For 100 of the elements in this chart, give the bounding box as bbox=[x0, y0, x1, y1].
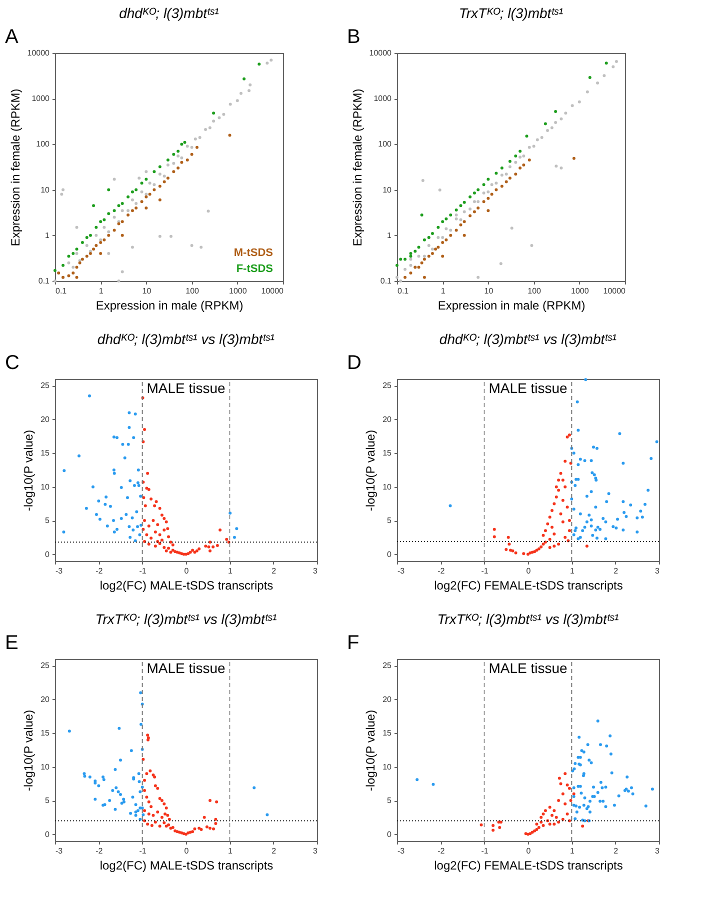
x-tick-label: 0.1 bbox=[56, 286, 68, 296]
x-tick-label: 2 bbox=[614, 566, 619, 576]
y-tick-label: 20 bbox=[382, 414, 392, 424]
text: D bbox=[347, 352, 362, 374]
text: F bbox=[347, 632, 360, 654]
text: M-tSDS bbox=[234, 247, 273, 259]
x-tick-label: 0 bbox=[526, 846, 532, 856]
x-axis-title: log2(FC) MALE-tSDS transcripts bbox=[100, 578, 274, 592]
y-tick-label: 10 bbox=[382, 482, 392, 492]
y-tick-label: 15 bbox=[40, 728, 50, 738]
x-tick-label: 3 bbox=[313, 566, 318, 576]
x-tick-label: 0 bbox=[184, 846, 190, 856]
x-tick-label: 10000 bbox=[261, 286, 284, 296]
y-tick-label: 5 bbox=[45, 796, 50, 806]
x-tick-label: 2 bbox=[272, 566, 277, 576]
x-axis-title: log2(FC) FEMALE-tSDS transcripts bbox=[434, 858, 623, 872]
x-tick-label: -2 bbox=[438, 846, 446, 856]
y-tick-label: 25 bbox=[40, 661, 50, 670]
y-tick-label: 20 bbox=[40, 414, 50, 424]
y-tick-label: 10 bbox=[382, 185, 392, 194]
chart-title: dhdᴷᴼ; l(3)mbtᵗˢ¹ bbox=[119, 5, 220, 21]
y-axis-title: -log10(P value) bbox=[22, 430, 36, 512]
y-tick-label: 15 bbox=[40, 448, 50, 458]
y-tick-label: 0.1 bbox=[380, 276, 392, 286]
y-tick-label: 20 bbox=[382, 694, 392, 704]
x-tick-label: 0 bbox=[526, 566, 532, 576]
y-tick-label: 0.1 bbox=[38, 276, 50, 286]
x-tick-label: -2 bbox=[96, 566, 104, 576]
y-tick-label: 15 bbox=[382, 448, 392, 458]
y-tick-label: 5 bbox=[387, 516, 392, 526]
y-axis-title: -log10(P value) bbox=[364, 430, 378, 512]
y-tick-label: 10 bbox=[40, 482, 50, 492]
x-tick-label: -2 bbox=[438, 566, 446, 576]
x-tick-label: 10000 bbox=[603, 286, 626, 296]
x-tick-label: -2 bbox=[96, 846, 104, 856]
x-tick-label: 1 bbox=[228, 566, 233, 576]
x-tick-label: -1 bbox=[139, 846, 147, 856]
x-tick-label: 0 bbox=[184, 566, 190, 576]
x-axis-title: Expression in male (RPKM) bbox=[438, 298, 586, 312]
x-tick-label: 1000 bbox=[571, 286, 590, 296]
x-tick-label: -3 bbox=[56, 846, 64, 856]
x-tick-label: 100 bbox=[528, 286, 542, 296]
x-tick-label: 0.1 bbox=[398, 286, 410, 296]
x-tick-label: 3 bbox=[655, 566, 660, 576]
x-tick-label: 1 bbox=[98, 286, 104, 296]
y-tick-label: 1 bbox=[45, 230, 50, 240]
x-tick-label: -1 bbox=[481, 566, 489, 576]
y-axis-title: -log10(P value) bbox=[364, 710, 378, 792]
y-axis-title: -log10(P value) bbox=[22, 710, 36, 792]
y-tick-label: 15 bbox=[382, 728, 392, 738]
text: B bbox=[347, 26, 360, 48]
annotation: MALE tissue bbox=[488, 660, 568, 676]
chart-title: TrxTᴷᴼ; l(3)mbtᵗˢ¹ vs l(3)mbtᵗˢ¹ bbox=[437, 611, 620, 627]
x-axis-title: log2(FC) FEMALE-tSDS transcripts bbox=[434, 578, 623, 592]
text: F-tSDS bbox=[236, 263, 273, 275]
x-axis-title: Expression in male (RPKM) bbox=[96, 298, 244, 312]
text: C bbox=[5, 352, 20, 374]
y-axis-title: Expression in female (RPKM) bbox=[350, 88, 364, 246]
x-tick-label: -3 bbox=[398, 566, 406, 576]
x-tick-label: 2 bbox=[614, 846, 619, 856]
x-tick-label: -3 bbox=[56, 566, 64, 576]
y-tick-label: 1000 bbox=[374, 94, 392, 104]
y-tick-label: 1 bbox=[387, 230, 392, 240]
x-tick-label: 1 bbox=[440, 286, 446, 296]
y-tick-label: 0 bbox=[45, 830, 50, 839]
y-tick-label: 10 bbox=[40, 185, 50, 194]
y-axis-title: Expression in female (RPKM) bbox=[8, 88, 22, 246]
y-tick-label: 25 bbox=[382, 661, 392, 670]
chart-title: TrxTᴷᴼ; l(3)mbtᵗˢ¹ vs l(3)mbtᵗˢ¹ bbox=[95, 611, 278, 627]
x-tick-label: 2 bbox=[272, 846, 277, 856]
y-tick-label: 5 bbox=[387, 796, 392, 806]
x-tick-label: 100 bbox=[186, 286, 200, 296]
x-tick-label: 10 bbox=[142, 286, 152, 296]
y-tick-label: 25 bbox=[382, 381, 392, 390]
y-tick-label: 100 bbox=[36, 140, 50, 149]
y-tick-label: 0 bbox=[387, 550, 392, 559]
y-tick-label: 1000 bbox=[32, 94, 50, 104]
y-tick-label: 10 bbox=[382, 762, 392, 772]
chart-title: dhdᴷᴼ; l(3)mbtᵗˢ¹ vs l(3)mbtᵗˢ¹ bbox=[439, 331, 617, 347]
y-tick-label: 10 bbox=[40, 762, 50, 772]
x-tick-label: 10 bbox=[484, 286, 494, 296]
y-tick-label: 0 bbox=[45, 550, 50, 559]
annotation: MALE tissue bbox=[146, 660, 226, 676]
y-tick-label: 0 bbox=[387, 830, 392, 839]
y-tick-label: 100 bbox=[378, 140, 392, 149]
y-tick-label: 10000 bbox=[27, 48, 50, 58]
chart-title: dhdᴷᴼ; l(3)mbtᵗˢ¹ vs l(3)mbtᵗˢ¹ bbox=[97, 331, 275, 347]
x-tick-label: 1000 bbox=[229, 286, 248, 296]
text: E bbox=[5, 632, 18, 654]
y-tick-label: 5 bbox=[45, 516, 50, 526]
annotation: MALE tissue bbox=[488, 380, 568, 396]
x-tick-label: 1 bbox=[570, 566, 575, 576]
y-tick-label: 20 bbox=[40, 694, 50, 704]
x-tick-label: -1 bbox=[139, 566, 147, 576]
x-tick-label: 3 bbox=[313, 846, 318, 856]
text: A bbox=[5, 26, 19, 48]
y-tick-label: 10000 bbox=[369, 48, 392, 58]
annotation: MALE tissue bbox=[146, 380, 226, 396]
x-tick-label: 1 bbox=[228, 846, 233, 856]
y-tick-label: 25 bbox=[40, 381, 50, 390]
